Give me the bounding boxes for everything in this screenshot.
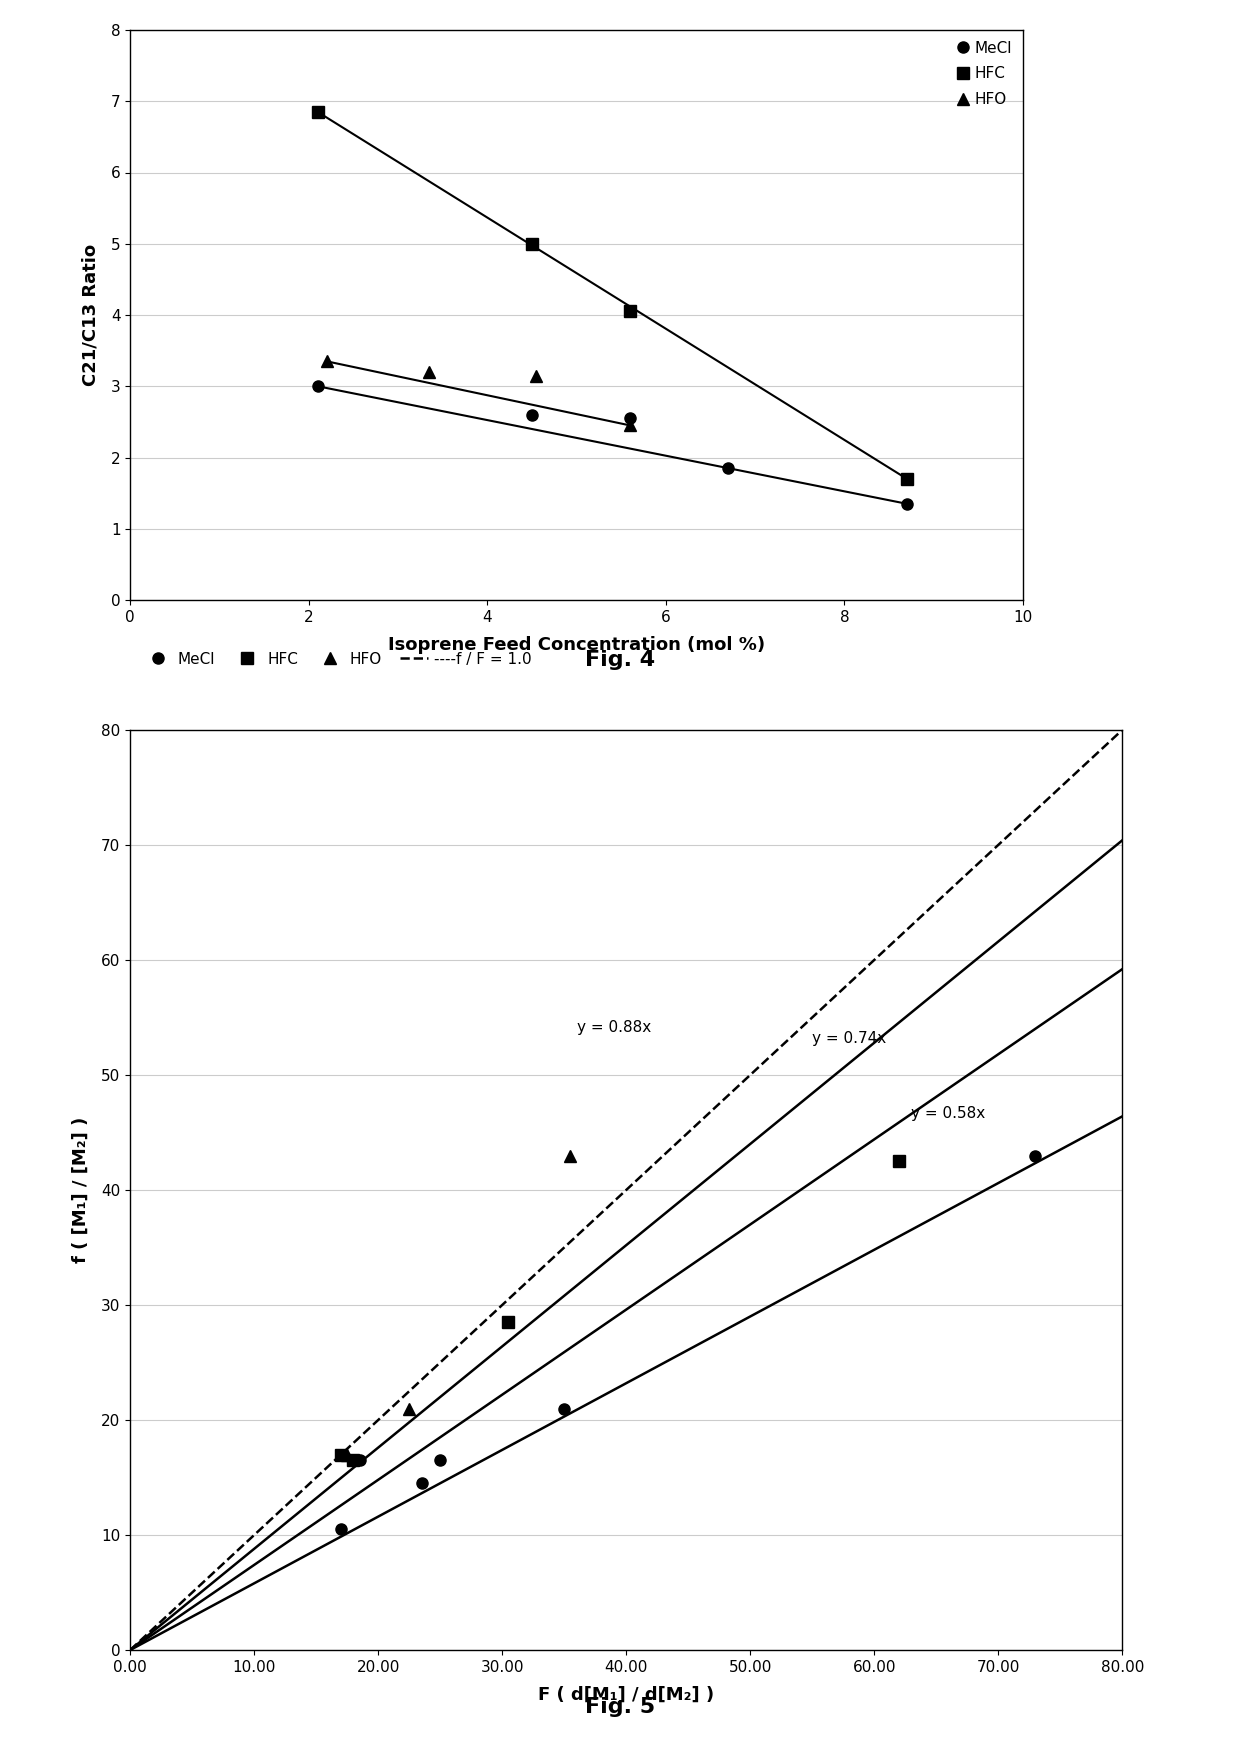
HFO: [402, 1399, 417, 1419]
X-axis label: F ( d[M₁] / d[M₂] ): F ( d[M₁] / d[M₂] ): [538, 1687, 714, 1704]
X-axis label: Isoprene Feed Concentration (mol %): Isoprene Feed Concentration (mol %): [388, 636, 765, 653]
MeCl: [557, 1399, 572, 1419]
HFC: [310, 101, 325, 122]
HFO: [529, 365, 544, 386]
MeCl: [433, 1449, 448, 1470]
Text: y = 0.74x: y = 0.74x: [812, 1032, 887, 1046]
HFC: [622, 300, 637, 321]
HFO: [340, 1444, 355, 1465]
MeCl: [525, 405, 539, 426]
Text: y = 0.58x: y = 0.58x: [911, 1105, 986, 1121]
HFO: [319, 351, 334, 372]
Text: Fig. 4: Fig. 4: [585, 650, 655, 670]
Line: HFO: HFO: [342, 1151, 575, 1460]
HFO: [622, 416, 637, 436]
MeCl: [334, 1519, 348, 1540]
HFO: [563, 1145, 578, 1166]
MeCl: [622, 409, 637, 430]
MeCl: [899, 494, 914, 515]
HFC: [346, 1449, 361, 1470]
HFO: [422, 361, 436, 382]
Legend: MeCl, HFC, HFO, ----f / F = 1.0: MeCl, HFC, HFO, ----f / F = 1.0: [138, 646, 538, 672]
MeCl: [352, 1449, 367, 1470]
Line: HFC: HFC: [312, 107, 913, 484]
Text: y = 0.88x: y = 0.88x: [577, 1020, 651, 1035]
Line: HFC: HFC: [336, 1156, 904, 1467]
Y-axis label: C21/C13 Ratio: C21/C13 Ratio: [82, 244, 99, 386]
MeCl: [720, 457, 735, 478]
HFC: [525, 234, 539, 255]
Legend: MeCl, HFC, HFO: MeCl, HFC, HFO: [952, 35, 1018, 113]
HFC: [334, 1444, 348, 1465]
Y-axis label: f ( [M₁] / [M₂] ): f ( [M₁] / [M₂] ): [72, 1117, 91, 1262]
MeCl: [414, 1474, 429, 1495]
MeCl: [310, 375, 325, 396]
HFC: [892, 1151, 906, 1172]
Line: HFO: HFO: [321, 356, 636, 431]
Line: MeCl: MeCl: [336, 1151, 1040, 1535]
MeCl: [1028, 1145, 1043, 1166]
Line: MeCl: MeCl: [312, 381, 913, 510]
HFC: [501, 1311, 516, 1332]
Text: Fig. 5: Fig. 5: [585, 1697, 655, 1718]
HFC: [899, 468, 914, 489]
